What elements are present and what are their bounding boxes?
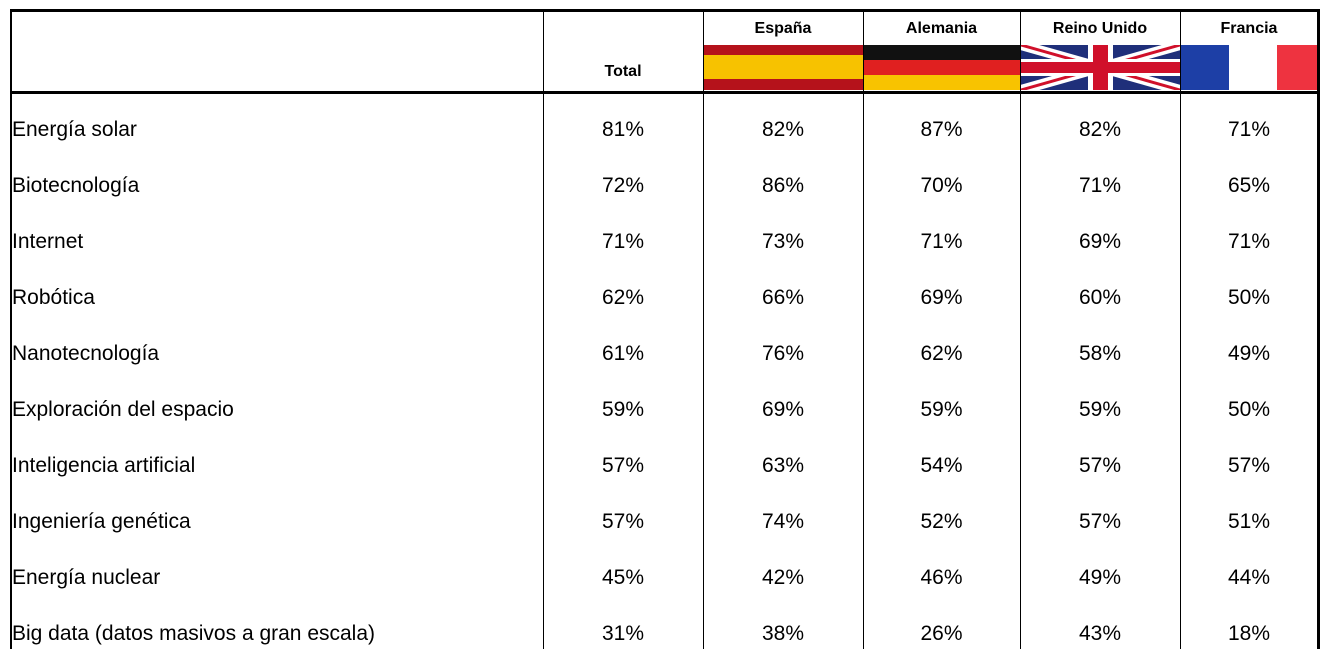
cell-value: 63% [761, 454, 805, 477]
cell-value: 44% [1227, 566, 1271, 589]
cell-value: 57% [601, 454, 645, 477]
header-country: Alemania [905, 20, 978, 37]
column-border [10, 10, 12, 649]
top-border [10, 9, 1320, 12]
cell-value: 62% [601, 286, 645, 309]
cell-value: 49% [1227, 342, 1271, 365]
cell-value: 50% [1227, 286, 1271, 309]
flag-uk [1021, 45, 1180, 90]
cell-value: 60% [1078, 286, 1122, 309]
cell-value: 49% [1078, 566, 1122, 589]
cell-value: 71% [1227, 118, 1271, 141]
row-label: Energía solar [12, 118, 137, 141]
cell-value: 54% [920, 454, 963, 477]
cell-value: 70% [920, 174, 963, 197]
column-border [863, 10, 864, 649]
header-country: España [754, 20, 812, 37]
cell-value: 59% [920, 398, 963, 421]
cell-value: 73% [761, 230, 805, 253]
cell-value: 52% [920, 510, 963, 533]
cell-value: 45% [601, 566, 645, 589]
row-label: Nanotecnología [12, 342, 160, 365]
cell-value: 82% [761, 118, 805, 141]
row-label: Biotecnología [12, 174, 140, 197]
cell-value: 51% [1227, 510, 1271, 533]
row-label: Exploración del espacio [12, 398, 234, 421]
cell-value: 81% [601, 118, 645, 141]
column-border [543, 10, 544, 649]
row-label: Big data (datos masivos a gran escala) [12, 622, 376, 645]
row-label: Ingeniería genética [12, 510, 191, 533]
row-label: Internet [12, 230, 84, 253]
cell-value: 71% [920, 230, 963, 253]
flag-spain [704, 45, 863, 90]
cell-value: 71% [1227, 230, 1271, 253]
cell-value: 58% [1078, 342, 1122, 365]
cell-value: 65% [1227, 174, 1271, 197]
cell-value: 43% [1078, 622, 1122, 645]
cell-value: 59% [1078, 398, 1122, 421]
cell-value: 57% [1227, 454, 1271, 477]
header-country: Francia [1220, 20, 1278, 37]
cell-value: 50% [1227, 398, 1271, 421]
column-border [1317, 10, 1320, 649]
flag-germany [864, 45, 1020, 90]
cell-value: 42% [761, 566, 805, 589]
row-label: Robótica [12, 286, 95, 309]
cell-value: 69% [761, 398, 805, 421]
cell-value: 74% [761, 510, 805, 533]
header-country: Reino Unido [1052, 20, 1148, 37]
cell-value: 59% [601, 398, 645, 421]
cell-value: 31% [601, 622, 645, 645]
cell-value: 61% [601, 342, 645, 365]
cell-value: 62% [920, 342, 963, 365]
cell-value: 82% [1078, 118, 1122, 141]
cell-value: 18% [1227, 622, 1271, 645]
cell-value: 69% [920, 286, 963, 309]
cell-value: 57% [1078, 454, 1122, 477]
column-border [703, 10, 704, 649]
cell-value: 86% [761, 174, 805, 197]
column-border [1180, 10, 1181, 649]
cell-value: 71% [1078, 174, 1122, 197]
cell-value: 87% [920, 118, 963, 141]
cell-value: 66% [761, 286, 805, 309]
cell-value: 76% [761, 342, 805, 365]
cell-value: 57% [601, 510, 645, 533]
cell-value: 72% [601, 174, 645, 197]
cell-value: 71% [601, 230, 645, 253]
cell-value: 46% [920, 566, 963, 589]
flag-france [1181, 45, 1317, 90]
cell-value: 38% [761, 622, 805, 645]
cell-value: 57% [1078, 510, 1122, 533]
header-border [10, 91, 1320, 94]
column-border [1020, 10, 1021, 649]
row-label: Inteligencia artificial [12, 454, 196, 477]
cell-value: 69% [1078, 230, 1122, 253]
row-label: Energía nuclear [12, 566, 161, 589]
cell-value: 26% [920, 622, 963, 645]
flags [704, 45, 1317, 90]
header-total: Total [604, 63, 642, 80]
